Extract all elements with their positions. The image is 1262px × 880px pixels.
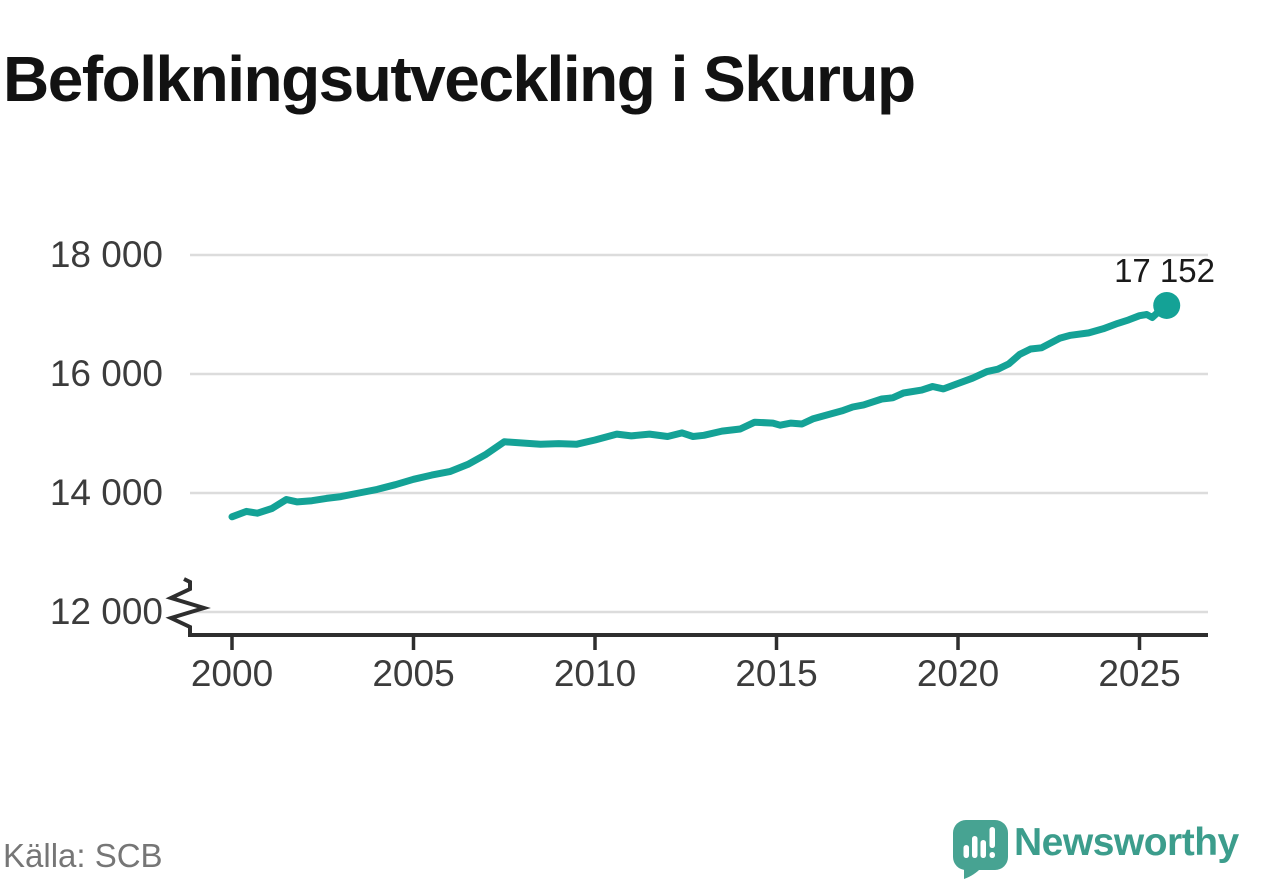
x-tick-label: 2015 [735,653,818,694]
x-tick-label: 2005 [372,653,455,694]
end-point-dot [1153,291,1181,319]
chart-title: Befolkningsutveckling i Skurup [3,42,916,115]
x-tick-label: 2025 [1098,653,1181,694]
population-line [228,302,1171,521]
y-tick-label: 14 000 [49,472,163,513]
y-tick-label: 12 000 [49,591,163,632]
newsworthy-logo-text: Newsworthy [1014,821,1239,864]
y-tick-label: 18 000 [49,234,163,275]
y-axis-break-icon [165,577,211,637]
source-label: Källa: SCB [3,837,163,874]
x-tick-label: 2010 [553,653,637,694]
population-series-line [228,291,1181,521]
axis-break-zigzag [165,577,211,637]
x-axis [188,633,1208,650]
x-tick-label: 2000 [190,653,274,694]
newsworthy-speech-bubble-icon [953,820,1008,879]
y-tick-label: 16 000 [49,353,163,394]
newsworthy-logo: Newsworthy [951,818,1261,880]
x-tick-label: 2020 [916,653,1000,694]
end-value-label: 17 152 [1114,252,1215,289]
